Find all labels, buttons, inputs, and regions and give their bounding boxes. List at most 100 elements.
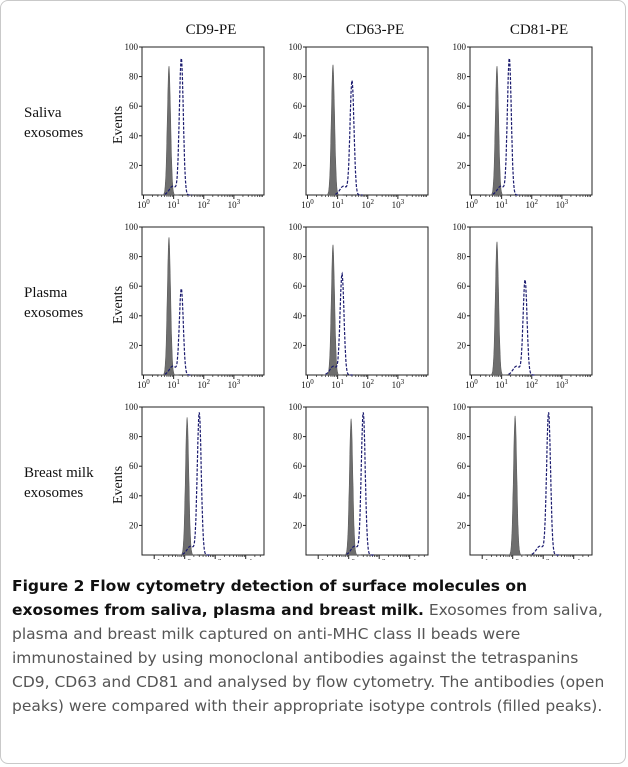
x-tick-label: 102 [362,198,375,210]
isotype-control-peak [487,66,507,196]
y-tick-label: 20 [457,160,467,170]
x-tick-label: 102 [526,198,539,210]
column-title: CD81-PE [510,22,568,38]
panel-frame [305,46,429,196]
isotype-control-peak [159,66,179,196]
y-tick-label: 20 [293,340,303,350]
row-label: exosomes [24,485,83,501]
panel-frame [305,406,429,556]
y-tick-label: 80 [129,432,139,442]
y-tick-label: 40 [129,131,139,141]
antibody-peak [346,412,374,556]
y-tick-label: 20 [129,160,139,170]
x-tick-label: 103 [537,558,550,560]
y-tick-label: 60 [293,281,303,291]
y-tick-label: 20 [129,520,139,530]
y-axis-title: Events [111,466,126,504]
y-tick-label: 100 [453,222,467,232]
x-tick-label: 102 [506,558,519,560]
y-tick-label: 100 [453,42,467,52]
x-tick-label: 100 [301,198,314,210]
y-tick-label: 60 [457,101,467,111]
panel-frame [469,226,593,376]
y-tick-label: 100 [125,222,139,232]
x-tick-label: 100 [465,198,478,210]
x-tick-label: 102 [526,378,539,390]
antibody-peak [325,271,353,376]
antibody-peak [182,412,210,556]
y-tick-label: 100 [453,402,467,412]
y-tick-label: 60 [129,101,139,111]
y-tick-label: 20 [457,520,467,530]
y-tick-label: 60 [129,281,139,291]
figure-caption: Figure 2 Flow cytometry detection of sur… [12,574,618,718]
y-tick-label: 60 [293,461,303,471]
panel-frame [141,226,265,376]
x-tick-label: 101 [331,198,344,210]
x-tick-label: 101 [167,378,180,390]
isotype-control-peak [323,244,343,376]
x-tick-label: 103 [392,378,405,390]
y-tick-label: 40 [293,311,303,321]
column-title: CD63-PE [346,22,404,38]
x-tick-label: 104 [403,558,416,560]
antibody-peak [492,58,520,196]
y-tick-label: 80 [129,72,139,82]
x-tick-label: 101 [476,558,489,560]
y-tick-label: 40 [457,311,467,321]
y-tick-label: 100 [125,402,139,412]
row-label: Saliva [24,105,62,121]
x-tick-label: 100 [465,378,478,390]
isotype-control-peak [323,64,343,196]
y-axis-title: Events [111,286,126,324]
panel-frame [469,46,593,196]
isotype-control-peak [159,237,179,376]
x-tick-label: 103 [556,198,569,210]
y-tick-label: 80 [457,252,467,262]
x-tick-label: 102 [342,558,355,560]
y-tick-label: 60 [457,281,467,291]
y-tick-label: 20 [293,520,303,530]
isotype-control-peak [177,417,197,556]
x-tick-label: 102 [198,378,211,390]
panel-frame [469,406,593,556]
x-tick-label: 100 [301,378,314,390]
x-tick-label: 103 [392,198,405,210]
y-tick-label: 60 [457,461,467,471]
x-tick-label: 102 [178,558,191,560]
antibody-peak [164,286,192,376]
y-tick-label: 60 [129,461,139,471]
antibody-peak [164,58,192,196]
y-tick-label: 20 [457,340,467,350]
isotype-control-peak [487,241,507,376]
x-tick-label: 102 [198,198,211,210]
row-label: exosomes [24,125,83,141]
y-tick-label: 40 [129,311,139,321]
row-label: Breast milk [24,465,94,481]
x-tick-label: 104 [567,558,580,560]
x-tick-label: 100 [137,198,150,210]
y-tick-label: 100 [289,222,303,232]
x-tick-label: 103 [556,378,569,390]
caption-title: Figure 2 Flow cytometry detection of sur… [12,577,528,619]
x-tick-label: 101 [167,198,180,210]
y-tick-label: 20 [293,160,303,170]
antibody-peak [335,80,363,196]
y-tick-label: 80 [293,72,303,82]
x-tick-label: 103 [373,558,386,560]
y-tick-label: 20 [129,340,139,350]
isotype-control-peak [341,418,361,556]
row-label: exosomes [24,305,83,321]
panel-frame [141,406,265,556]
x-tick-label: 101 [312,558,325,560]
y-tick-label: 80 [129,252,139,262]
antibody-peak [508,279,536,376]
y-axis-title: Events [111,106,126,144]
x-tick-label: 103 [228,378,241,390]
y-tick-label: 40 [293,491,303,501]
x-tick-label: 100 [137,378,150,390]
isotype-control-peak [505,415,525,556]
y-tick-label: 80 [457,72,467,82]
y-tick-label: 40 [293,131,303,141]
